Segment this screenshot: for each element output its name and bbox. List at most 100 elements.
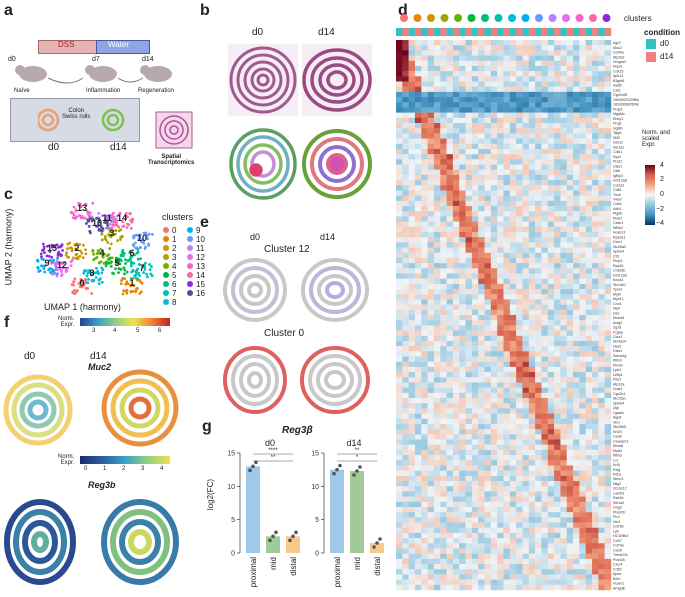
heatmap-cell — [497, 548, 504, 554]
heatmap-cell — [592, 55, 599, 61]
heatmap-cell — [497, 55, 504, 61]
heatmap-cell — [535, 45, 542, 51]
heatmap-cell — [573, 169, 580, 176]
heatmap-cell — [516, 320, 523, 326]
heatmap-cell — [509, 387, 517, 394]
heatmap-cell — [560, 460, 567, 466]
heatmap-cell — [396, 40, 403, 46]
heatmap-cell — [471, 159, 479, 165]
cluster-header-dot — [481, 14, 489, 22]
heatmap-cell — [522, 558, 529, 565]
heatmap-cell — [509, 320, 517, 326]
heatmap-cell — [535, 527, 542, 534]
heatmap-cell — [484, 543, 492, 549]
condition-cell — [471, 28, 479, 36]
heatmap-cell — [566, 398, 574, 404]
heatmap-cell — [427, 403, 435, 409]
heatmap-cell — [471, 351, 479, 357]
umap-point — [82, 216, 85, 220]
heatmap-cell — [579, 216, 586, 222]
heatmap-cell — [402, 60, 409, 67]
heatmap-cell — [503, 455, 511, 461]
heatmap-cell — [446, 294, 454, 300]
umap-point — [88, 211, 92, 215]
heatmap-cell — [427, 154, 435, 160]
heatmap-cell — [547, 294, 555, 300]
heatmap-cell — [421, 211, 428, 217]
heatmap-cell — [592, 418, 599, 425]
heatmap-cell — [478, 263, 485, 269]
heatmap-cell — [579, 506, 586, 513]
heatmap-cell — [446, 553, 454, 560]
heatmap-cell — [598, 185, 605, 191]
heatmap-cell — [465, 273, 473, 279]
heatmap-cell — [547, 174, 555, 181]
heatmap-cell — [547, 506, 555, 513]
heatmap-cell — [509, 512, 517, 518]
gene-label: Cd79b — [613, 525, 624, 529]
umap-point — [131, 243, 135, 247]
heatmap-cell — [402, 91, 409, 98]
heatmap-cell — [408, 538, 416, 544]
umap-point — [81, 256, 85, 260]
gene-label: Ctl1 — [613, 254, 619, 258]
heatmap-cell — [541, 517, 548, 523]
heatmap-cell — [573, 579, 580, 586]
heatmap-cell — [503, 444, 511, 451]
heatmap-cell — [446, 143, 454, 150]
heatmap-cell — [440, 133, 447, 139]
heatmap-cell — [516, 413, 523, 419]
heatmap-cell — [516, 538, 523, 544]
heatmap-cell — [509, 159, 517, 165]
heatmap-cell — [503, 169, 511, 176]
heatmap-cell — [547, 76, 555, 82]
umap-point — [72, 213, 76, 217]
heatmap-cell — [522, 40, 529, 46]
heatmap-cell — [528, 128, 536, 134]
heatmap-cell — [459, 361, 466, 368]
heatmap-cell — [446, 174, 454, 181]
heatmap-cell — [554, 309, 561, 316]
heatmap-cell — [522, 403, 529, 409]
heatmap-cell — [478, 506, 485, 513]
heatmap-cell — [528, 185, 536, 191]
umap-point — [54, 267, 58, 271]
umap-cluster-label: 5 — [114, 258, 119, 268]
heatmap-cell — [573, 538, 580, 544]
gene-label: Spink4 — [613, 401, 624, 405]
heatmap-cell — [465, 548, 473, 554]
heatmap-cell — [490, 470, 498, 477]
heatmap-cell — [427, 148, 435, 155]
heatmap-cell — [554, 434, 561, 440]
heatmap-cell — [478, 569, 485, 575]
heatmap-cell — [414, 180, 422, 186]
heatmap-cell — [509, 439, 517, 445]
heatmap-cell — [560, 40, 567, 46]
heatmap-cell — [585, 465, 593, 471]
heatmap-cell — [566, 81, 574, 87]
heatmap-cell — [465, 460, 473, 466]
heatmap-cell — [541, 543, 548, 549]
heatmap-cell — [484, 403, 492, 409]
heatmap-cell — [547, 154, 555, 160]
heatmap-cell — [427, 164, 435, 170]
heatmap-cell — [560, 65, 567, 72]
umap-point — [63, 260, 67, 264]
heatmap-cell — [541, 159, 548, 165]
cluster-legend: 0 1 2 3 4 5 6 7 8 9 10 11 12 13 14 15 16 — [163, 226, 213, 307]
umap-point — [91, 201, 95, 205]
heatmap-cell — [471, 481, 479, 487]
heatmap-cell — [433, 289, 441, 295]
data-point — [271, 534, 275, 539]
heatmap-cell — [554, 346, 561, 352]
heatmap-cell — [547, 107, 555, 113]
panel-b-label: b — [200, 2, 210, 19]
heatmap-cell — [414, 532, 422, 539]
heatmap-cell — [478, 496, 485, 502]
heatmap-cell — [535, 268, 542, 274]
heatmap-cell — [560, 294, 567, 300]
heatmap-cell — [516, 50, 523, 56]
heatmap-cell — [522, 50, 529, 56]
heatmap-cell — [535, 574, 542, 580]
heatmap-cell — [535, 470, 542, 477]
